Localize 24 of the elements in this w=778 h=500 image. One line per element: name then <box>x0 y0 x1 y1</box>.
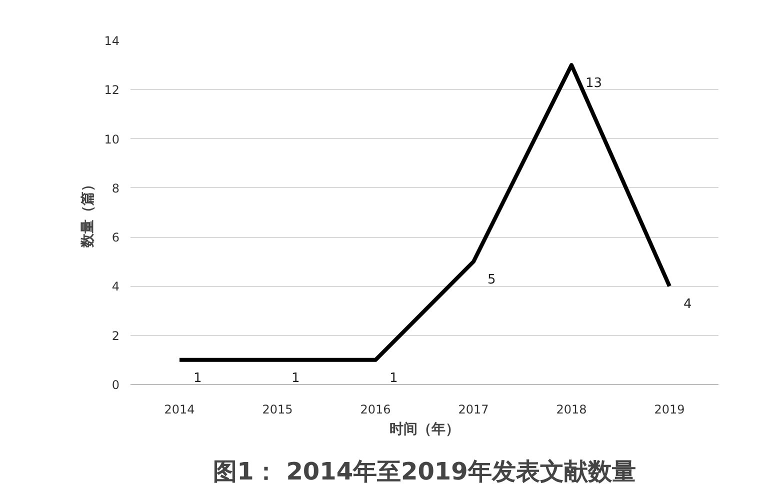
data-label: 5 <box>488 272 496 288</box>
x-tick-label: 2015 <box>262 402 293 416</box>
x-tick-label: 2019 <box>654 402 685 416</box>
x-tick-label: 2014 <box>164 402 195 416</box>
x-tick-label: 2018 <box>556 402 587 416</box>
x-tick-label: 2016 <box>360 402 391 416</box>
y-tick-label: 4 <box>112 280 120 294</box>
y-tick-label: 12 <box>104 83 120 98</box>
data-label: 4 <box>684 297 692 312</box>
y-tick-label: 0 <box>112 378 120 392</box>
y-tick-label: 2 <box>112 328 120 343</box>
y-tick-label: 6 <box>112 230 120 245</box>
y-axis-title: 数量（篇） <box>80 178 96 248</box>
text: 图1： 2014年至2019年发表文献数量 <box>213 458 636 486</box>
y-tick-label: 8 <box>112 181 120 196</box>
x-tick-label: 2017 <box>458 402 489 416</box>
data-label: 1 <box>292 370 300 386</box>
data-label: 13 <box>586 76 602 92</box>
line-series <box>178 63 672 362</box>
y-tick-label: 14 <box>104 34 120 48</box>
data-label: 1 <box>390 370 398 386</box>
y-tick-label: 10 <box>104 132 120 146</box>
data-label: 1 <box>194 370 202 386</box>
x-axis-title: 时间（年） <box>390 422 460 438</box>
